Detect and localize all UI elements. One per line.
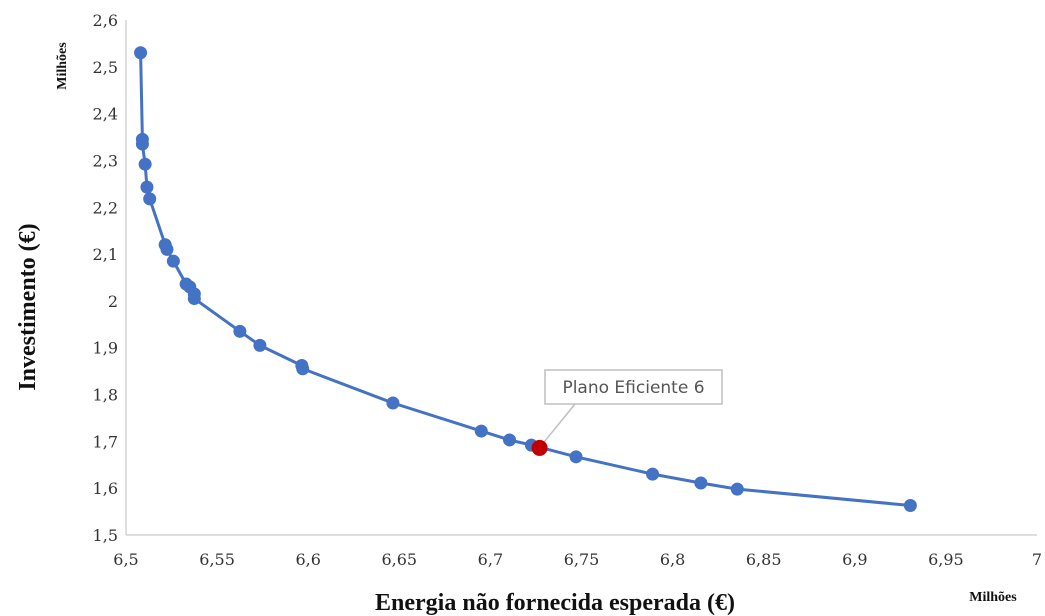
x-tick-label: 6,65 (381, 550, 417, 569)
x-tick-label: 6,9 (842, 550, 867, 569)
x-tick-label: 6,95 (928, 550, 964, 569)
x-tick-labels: 6,5 6,55 6,6 6,65 6,7 6,75 6,8 6,85 6,9 6,95 7 (113, 550, 1042, 569)
x-tick-label: 6,75 (564, 550, 600, 569)
data-point (474, 424, 488, 438)
callout: Plano Eficiente 6 (542, 369, 723, 445)
data-point (903, 499, 917, 513)
y-tick-label: 2,4 (93, 105, 118, 124)
x-tick-label: 6,85 (746, 550, 782, 569)
data-point (233, 324, 247, 338)
y-tick-label: 2,2 (93, 198, 118, 217)
data-point (569, 450, 583, 464)
x-axis-title: Energia não fornecida esperada (€) (375, 590, 735, 616)
data-point (187, 292, 201, 306)
y-tick-label: 1,9 (93, 339, 118, 358)
data-point (503, 433, 517, 447)
x-unit-label: Milhões (969, 590, 1017, 605)
y-tick-label: 1,6 (93, 479, 118, 498)
data-point (166, 254, 180, 268)
y-tick-label: 2,6 (93, 11, 118, 30)
data-point (140, 180, 154, 194)
x-tick-label: 6,7 (478, 550, 503, 569)
data-point (646, 467, 660, 481)
series-line (139, 52, 911, 507)
y-tick-label: 2 (108, 292, 118, 311)
x-tick-label: 6,6 (295, 550, 320, 569)
data-point (296, 362, 310, 376)
y-tick-label: 1,7 (93, 432, 118, 451)
y-tick-label: 2,5 (93, 58, 118, 77)
data-point (138, 157, 152, 171)
data-point (134, 46, 148, 60)
callout-box (544, 369, 723, 405)
data-point (135, 137, 149, 151)
y-tick-label: 2,3 (93, 151, 118, 170)
x-tick-label: 7 (1032, 550, 1042, 569)
y-tick-labels: 1,5 1,6 1,7 1,8 1,9 2 2,1 2,2 2,3 2,4 2,5 2,6 (93, 11, 118, 545)
data-point (160, 242, 174, 256)
x-tick-label: 6,5 (113, 550, 138, 569)
y-tick-label: 1,5 (93, 526, 118, 545)
axes (125, 20, 1037, 536)
callout-label: Plano Eficiente 6 (562, 378, 704, 398)
series-layer (134, 46, 917, 513)
y-axis-title: Investimento (€) (15, 223, 41, 390)
data-point (386, 396, 400, 410)
series-points (134, 46, 917, 513)
data-point (143, 192, 157, 206)
data-point (694, 476, 708, 490)
y-tick-label: 2,1 (93, 245, 118, 264)
highlight-point (531, 439, 548, 456)
data-point (730, 482, 744, 496)
callout-pointer (542, 403, 576, 445)
x-tick-label: 6,8 (660, 550, 685, 569)
x-tick-label: 6,55 (199, 550, 235, 569)
y-unit-label: Milhões (55, 42, 70, 90)
y-tick-label: 1,8 (93, 386, 118, 405)
data-point (253, 338, 267, 352)
